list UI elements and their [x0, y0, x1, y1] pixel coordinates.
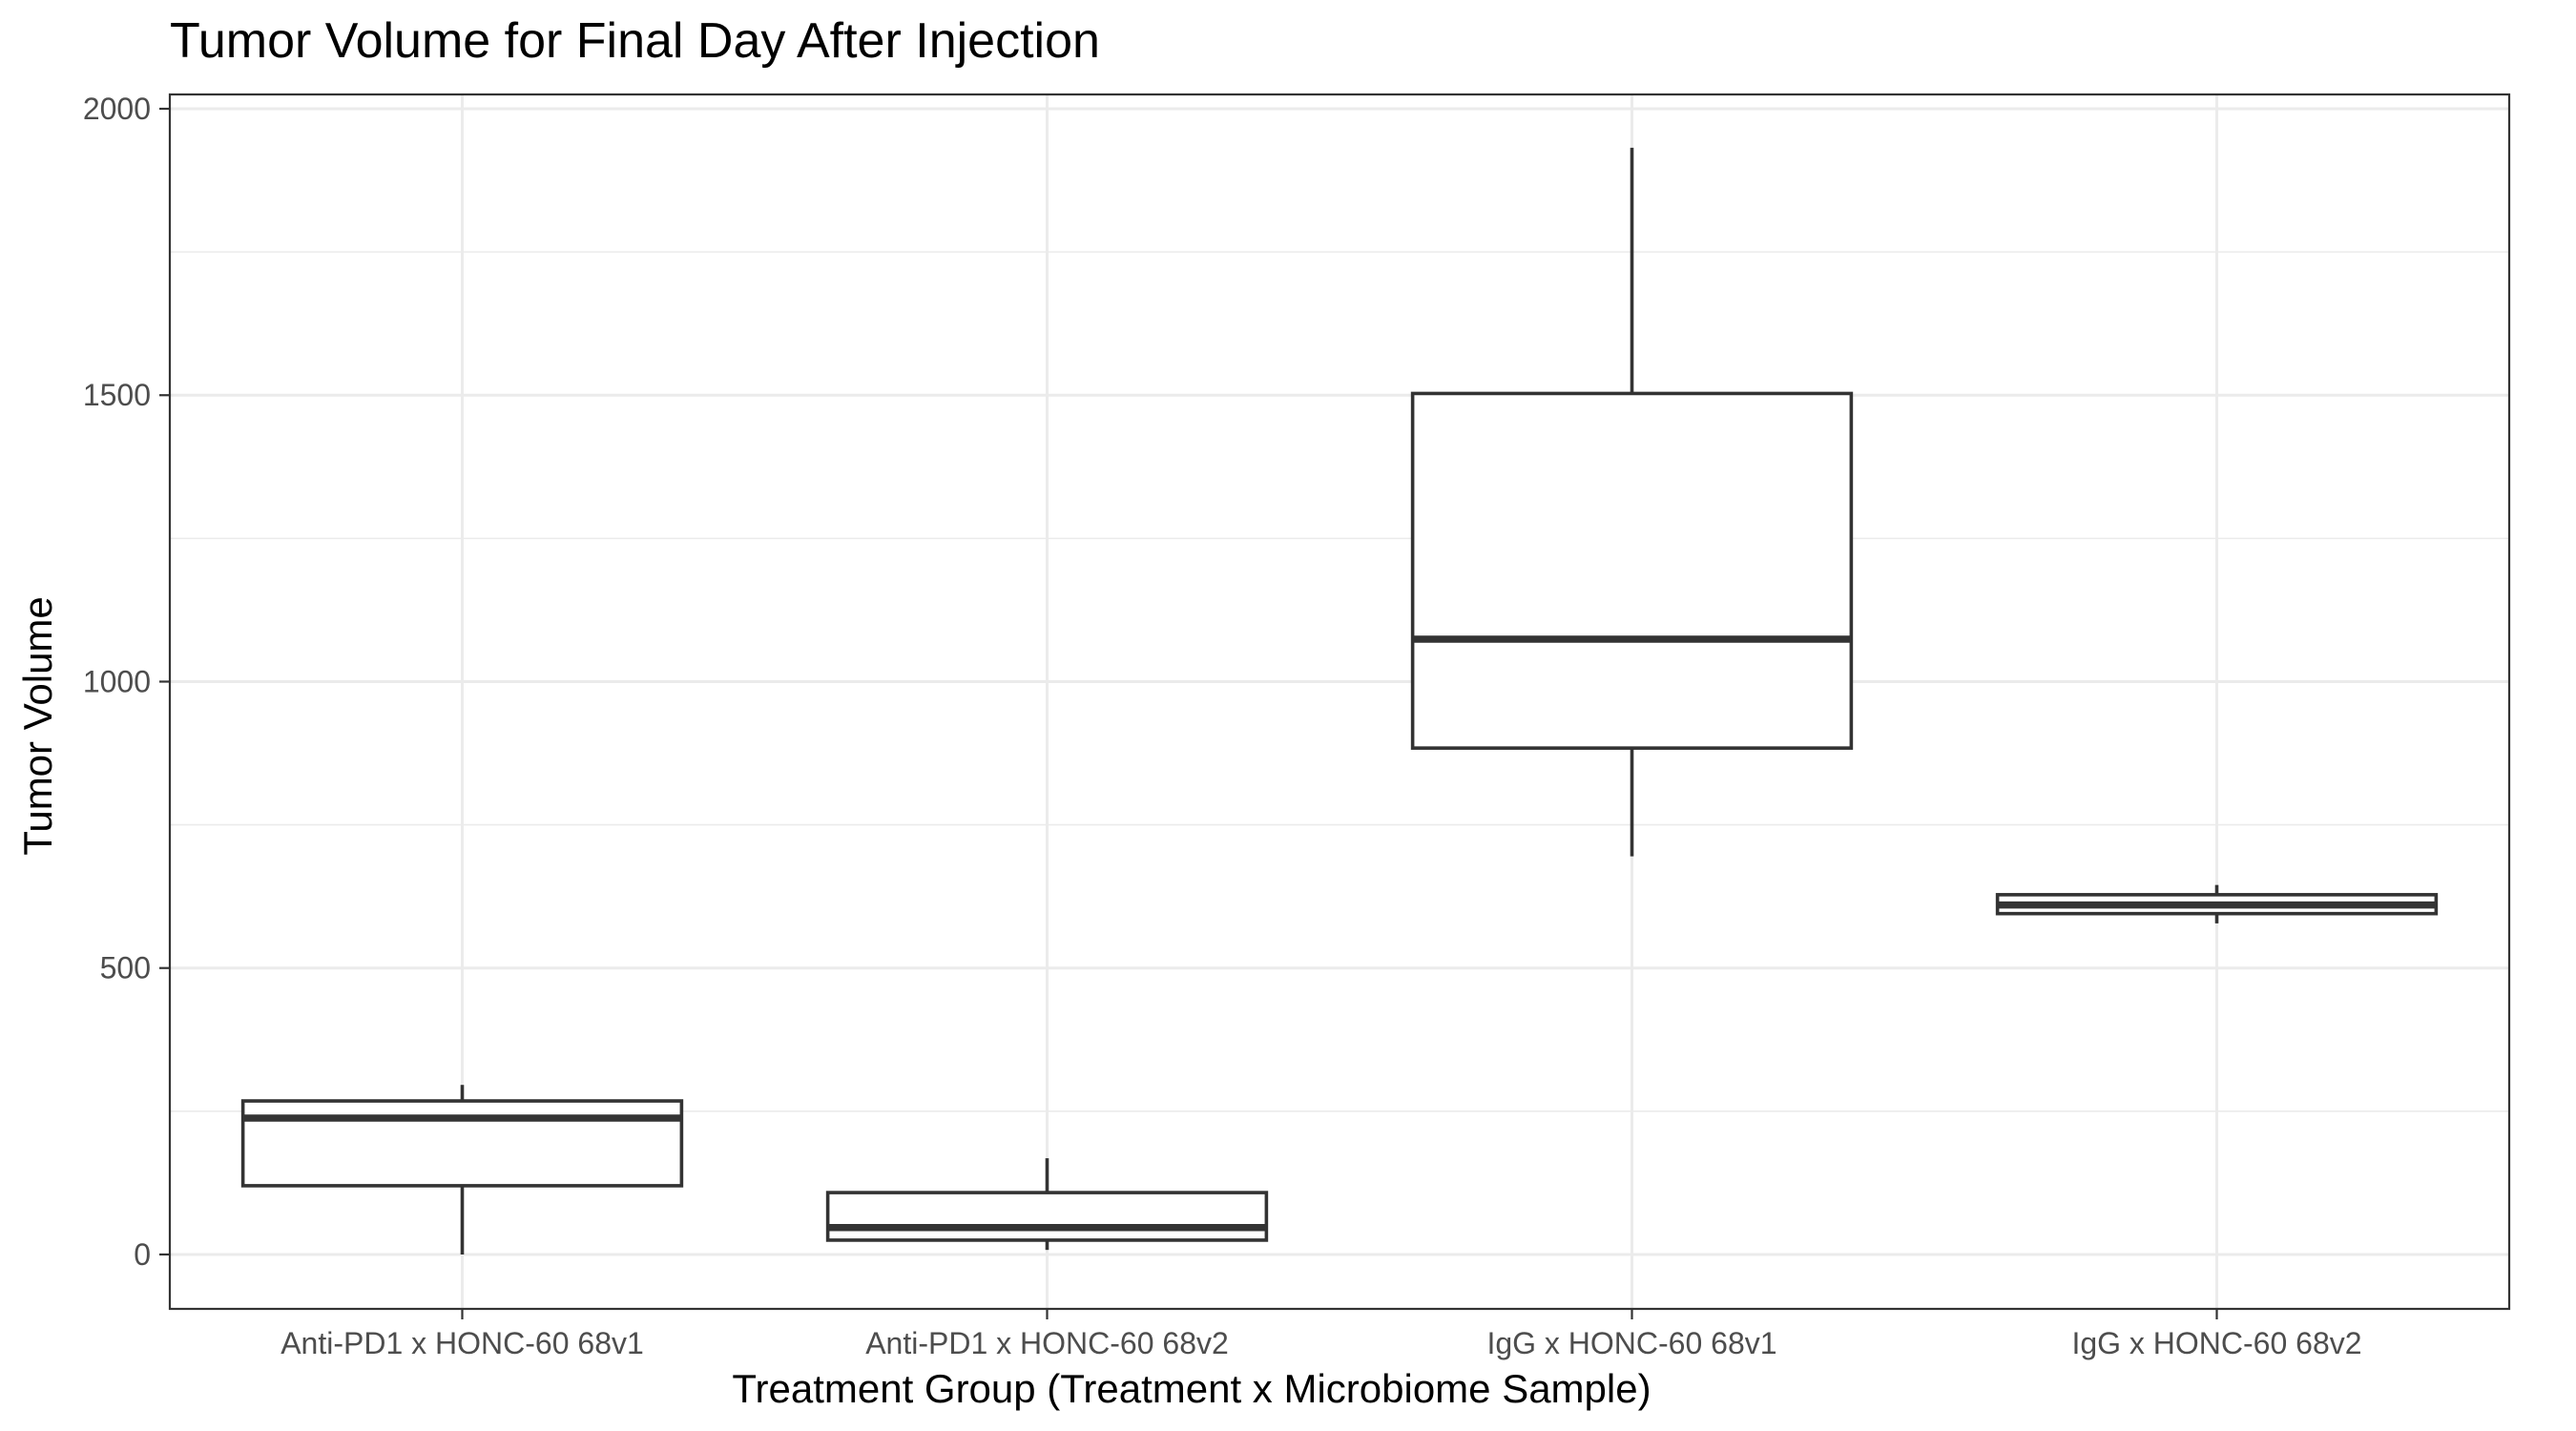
x-tick-label: Anti-PD1 x HONC-60 68v1 [280, 1326, 644, 1360]
box-group [1410, 147, 1854, 857]
box-iqr [240, 1099, 684, 1188]
x-tick-label: IgG x HONC-60 68v2 [2071, 1326, 2361, 1360]
axis-layer: 0 500 1000 1500 2000 Anti-PD1 x HONC-60 68v1 A… [83, 92, 2362, 1360]
chart-title: Tumor Volume for Final Day After Injecti… [170, 13, 1100, 69]
box-layer [240, 147, 2439, 1255]
box-group [240, 1085, 684, 1255]
x-tick-label: IgG x HONC-60 68v1 [1486, 1326, 1776, 1360]
y-tick-label: 0 [134, 1237, 151, 1272]
y-tick-label: 1500 [83, 378, 151, 412]
y-tick-label: 2000 [83, 92, 151, 126]
y-tick-label: 1000 [83, 664, 151, 698]
x-tick-label: Anti-PD1 x HONC-60 68v2 [865, 1326, 1229, 1360]
panel-border [168, 93, 2511, 1311]
y-axis-title: Tumor Volume [15, 596, 60, 856]
box-group [1995, 884, 2439, 923]
y-tick-label: 500 [100, 951, 151, 985]
box-iqr [825, 1191, 1269, 1242]
box-iqr [1410, 391, 1854, 750]
x-axis-title: Treatment Group (Treatment x Microbiome … [732, 1366, 1651, 1411]
box-group [825, 1158, 1269, 1251]
